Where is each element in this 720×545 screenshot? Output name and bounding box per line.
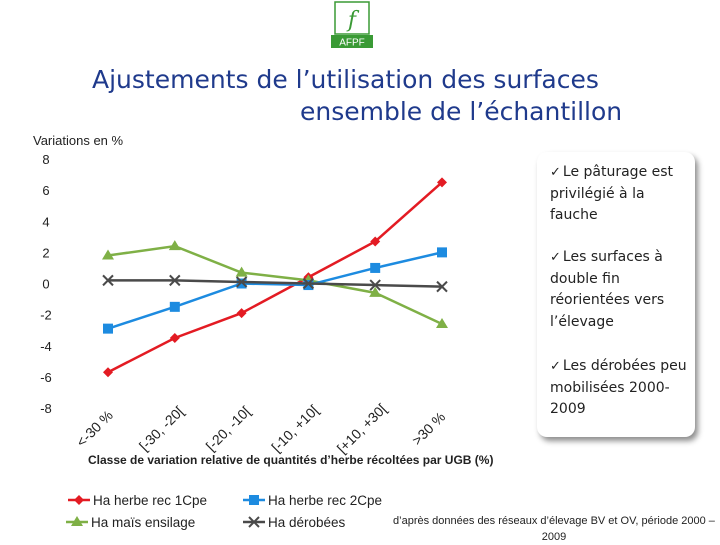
series-line [107,251,443,330]
page-title-line-2: ensemble de l’échantillon [300,97,623,126]
legend-marker [71,516,83,526]
data-point [169,332,180,343]
note-text: Le pâturage est privilégié à la fauche [550,164,674,223]
data-point [236,278,247,289]
data-point [236,308,247,319]
checkmark-icon: ✓ [550,250,561,265]
series-line [107,244,443,326]
y-tick-label: 0 [42,277,49,292]
note-catch-crops: ✓ Les dérobées peu mobilisées 2000-2009 [550,356,690,421]
series-1 [102,240,448,328]
legend-label: Ha herbe rec 1Cpe [93,493,207,508]
data-point [437,247,447,258]
data-point [235,276,248,288]
notes-panel [537,152,695,437]
legend-item: Ha dérobées [243,515,346,530]
x-tick-label: <-30 % [73,407,116,450]
x-tick-label: [+10, +30[ [334,400,390,456]
source-note: d’après données des réseaux d’élevage BV… [393,515,715,543]
x-tick-label: [-20, -10[ [203,403,254,454]
note-dual-purpose: ✓ Les surfaces à double fin réorientées v… [550,247,690,333]
checkmark-icon: ✓ [550,359,561,374]
series-3 [102,274,448,293]
y-tick-label: 4 [42,214,49,229]
x-tick-label: >30 % [409,409,449,449]
y-tick-label: 8 [42,152,49,167]
series-line [107,181,443,374]
series-2 [103,247,447,334]
data-point [103,323,113,334]
x-axis-label: Classe de variation relative de quantité… [88,453,493,467]
x-tick-label: [-30, -20[ [136,403,187,454]
x-tick-label: [-10, +10[ [268,402,321,455]
series-line [108,279,443,288]
legend-label: Ha herbe rec 2Cpe [268,493,382,508]
data-point [370,262,381,273]
note-text: Les surfaces à double fin réorientées ve… [550,249,665,330]
legend-marker [249,495,259,505]
y-tick-label: -4 [40,339,52,354]
data-point [437,177,447,188]
data-point [102,274,114,287]
y-axis-label: Variations en % [33,133,124,148]
data-point [169,301,180,312]
y-tick-label: 2 [42,245,49,260]
line-chart: Variations en % 8 6 4 2 0 -2 -4 -6 -8 <-30 % [-30… [33,133,493,530]
data-point [103,367,113,378]
data-point [102,249,114,260]
legend-label: Ha dérobées [268,515,346,530]
data-point [370,236,381,247]
legend-item: Ha herbe rec 2Cpe [243,493,382,508]
note-grazing: ✓ Le pâturage est privilégié à la fauche [550,162,690,227]
legend-item: Ha maïs ensilage [66,515,195,530]
note-text: Les dérobées peu mobilisées 2000-2009 [550,358,687,417]
y-tick-label: -6 [40,370,52,385]
data-point [168,240,181,251]
legend-item: Ha herbe rec 1Cpe [68,493,207,508]
svg-text:AFPF: AFPF [339,38,365,49]
data-point [436,280,448,293]
data-point [303,280,314,291]
y-tick-label: -8 [40,401,52,416]
y-tick-label: -2 [40,308,52,323]
data-point [302,277,315,290]
checkmark-icon: ✓ [550,165,561,180]
data-point [369,279,381,291]
legend-label: Ha maïs ensilage [91,515,195,530]
data-point [169,274,181,287]
data-point [436,317,448,328]
data-point [235,266,248,277]
page-title-line-1: Ajustements de l’utilisation des surface… [92,65,599,94]
legend-marker [74,495,84,505]
afpf-logo: f AFPF [331,0,373,48]
data-point [369,286,382,297]
legend-marker [248,516,260,528]
y-tick-label: 6 [42,183,49,198]
